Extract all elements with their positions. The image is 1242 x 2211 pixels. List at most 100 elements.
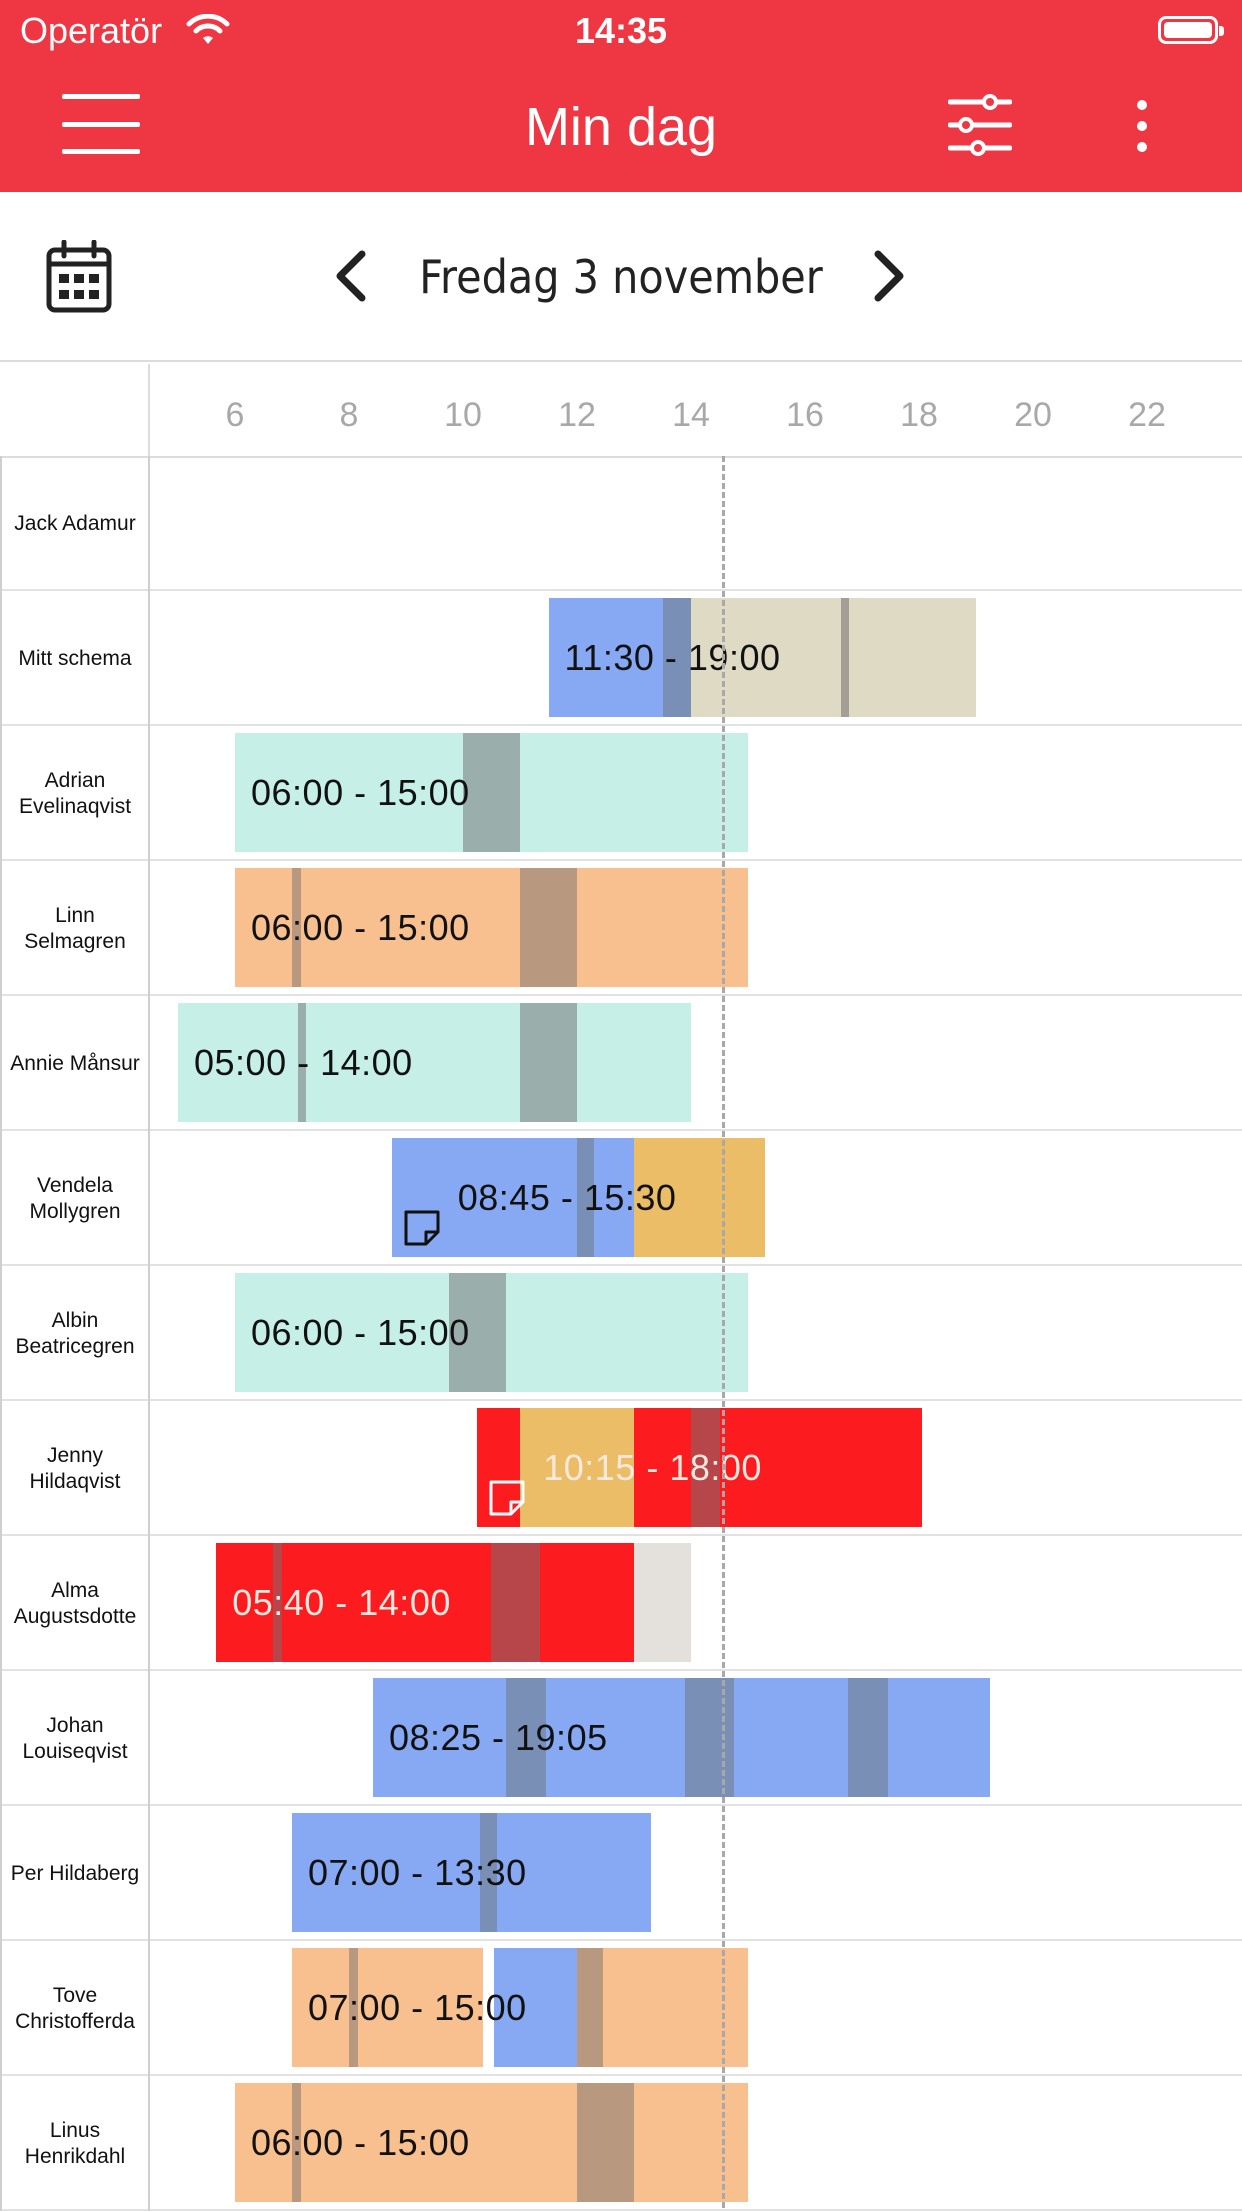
employee-name: Per Hildaberg <box>0 1806 150 1941</box>
break-segment <box>520 868 577 987</box>
shift-segment <box>662 598 976 717</box>
employee-name: Adrian Evelinaqvist <box>0 726 150 861</box>
break-segment <box>292 2083 301 2202</box>
app-header: Operatör 14:35 Min dag <box>0 0 1242 192</box>
break-segment <box>297 1003 307 1122</box>
shift-bar[interactable]: 06:00 - 15:00 <box>235 733 748 852</box>
break-segment <box>577 2083 634 2202</box>
shift-bar[interactable]: 08:45 - 15:30 <box>391 1138 766 1257</box>
break-segment <box>292 868 301 987</box>
schedule-row[interactable]: Per Hildaberg 07:00 - 13:30 <box>0 1806 1242 1941</box>
note-icon[interactable] <box>402 1208 442 1248</box>
schedule-row[interactable]: Vendela Mollygren 08:45 - 15:30 <box>0 1131 1242 1266</box>
note-icon[interactable] <box>487 1478 527 1518</box>
break-segment <box>491 1543 540 1662</box>
schedule-row[interactable]: Linn Selmagren 06:00 - 15:00 <box>0 861 1242 996</box>
break-segment <box>480 1813 498 1932</box>
axis-tick: 6 <box>225 396 245 434</box>
shift-bar[interactable]: 05:40 - 14:00 <box>216 1543 691 1662</box>
shift-time-label: 07:00 - 13:30 <box>308 1851 527 1893</box>
shift-segment <box>216 1543 634 1662</box>
employee-name: Albin Beatricegren <box>0 1266 150 1401</box>
shift-bar[interactable]: 11:30 - 19:00 <box>548 598 976 717</box>
more-vertical-icon[interactable] <box>1124 96 1158 156</box>
shift-time-label: 05:00 - 14:00 <box>194 1041 413 1083</box>
status-time: 14:35 <box>574 10 668 51</box>
shift-time-label: 08:25 - 19:05 <box>388 1716 608 1758</box>
time-axis <box>0 364 1242 458</box>
shift-segment <box>235 868 748 987</box>
axis-name-column <box>0 364 150 456</box>
shift-bar[interactable]: 08:25 - 19:05 <box>372 1678 991 1797</box>
shift-time-label: 05:40 - 14:00 <box>232 1581 451 1623</box>
axis-tick: 10 <box>444 396 482 434</box>
axis-tick: 16 <box>786 396 824 434</box>
calendar-icon[interactable] <box>46 240 112 314</box>
shift-bar[interactable]: 06:00 - 15:00 <box>235 1273 748 1392</box>
shift-bar[interactable]: 06:00 - 15:00 <box>235 2083 748 2202</box>
employee-name: Johan Louiseqvist <box>0 1671 150 1806</box>
shift-bar[interactable]: 10:15 - 18:00 <box>477 1408 922 1527</box>
shift-segment <box>235 2083 748 2202</box>
shift-bar[interactable]: 06:00 - 15:00 <box>235 868 748 987</box>
shift-segment <box>292 1948 483 2067</box>
break-segment <box>662 598 691 717</box>
schedule-row[interactable]: Annie Månsur 05:00 - 14:00 <box>0 996 1242 1131</box>
employee-name: Mitt schema <box>0 591 150 726</box>
break-segment <box>520 1003 577 1122</box>
schedule-row[interactable]: Alma Augustsdotte 05:40 - 14:00 <box>0 1536 1242 1671</box>
shift-segment <box>477 1408 520 1527</box>
shift-time-label: 07:00 - 15:00 <box>308 1986 527 2028</box>
schedule-row[interactable]: Jack Adamur <box>0 456 1242 591</box>
schedule-row[interactable]: Adrian Evelinaqvist 06:00 - 15:00 <box>0 726 1242 861</box>
chevron-right-icon[interactable] <box>870 248 910 304</box>
axis-tick: 14 <box>672 396 710 434</box>
shift-segment <box>634 1138 766 1257</box>
shift-segment <box>577 1948 748 2067</box>
shift-bar[interactable]: 07:00 - 13:30 <box>292 1813 652 1932</box>
break-segment <box>273 1543 282 1662</box>
wifi-icon <box>186 14 230 44</box>
schedule-row[interactable]: Albin Beatricegren 06:00 - 15:00 <box>0 1266 1242 1401</box>
employee-name: Jack Adamur <box>0 456 150 591</box>
shift-segment <box>548 598 663 717</box>
hamburger-icon[interactable] <box>62 94 140 154</box>
shift-segment <box>292 1813 652 1932</box>
break-segment <box>349 1948 358 2067</box>
date-label[interactable]: Fredag 3 november <box>419 250 823 304</box>
axis-tick: 18 <box>900 396 938 434</box>
shift-segment <box>178 1003 691 1122</box>
carrier-label: Operatör <box>20 10 163 51</box>
axis-tick: 22 <box>1128 396 1166 434</box>
break-segment <box>840 598 850 717</box>
employee-name: Linus Henrikdahl <box>0 2076 150 2211</box>
employee-name: Annie Månsur <box>0 996 150 1131</box>
chevron-left-icon[interactable] <box>330 248 370 304</box>
sliders-icon[interactable] <box>948 94 1012 156</box>
shift-bar[interactable]: 07:00 - 15:00 <box>292 1948 748 2067</box>
shift-time-label: 06:00 - 15:00 <box>251 771 470 813</box>
shift-time-label: 06:00 - 15:00 <box>251 906 470 948</box>
break-segment <box>685 1678 734 1797</box>
current-time-line <box>722 456 725 2208</box>
break-segment <box>505 1678 546 1797</box>
schedule-row[interactable]: Tove Christofferda 07:00 - 15:00 <box>0 1941 1242 2076</box>
shift-time-label: 06:00 - 15:00 <box>251 1311 470 1353</box>
break-segment <box>463 733 520 852</box>
shift-time-label: 06:00 - 15:00 <box>251 2121 470 2163</box>
schedule-row[interactable]: Linus Henrikdahl 06:00 - 15:00 <box>0 2076 1242 2211</box>
schedule-row[interactable]: Mitt schema 11:30 - 19:00 <box>0 591 1242 726</box>
schedule-row[interactable]: Jenny Hildaqvist 10:15 - 18:00 <box>0 1401 1242 1536</box>
shift-time-label: 10:15 - 18:00 <box>543 1446 762 1488</box>
shift-segment <box>633 1543 691 1662</box>
employee-name: Linn Selmagren <box>0 861 150 996</box>
date-navigation <box>0 192 1242 362</box>
break-segment <box>577 1948 603 2067</box>
schedule-row[interactable]: Johan Louiseqvist 08:25 - 19:05 <box>0 1671 1242 1806</box>
break-segment <box>847 1678 888 1797</box>
break-segment <box>691 1408 720 1527</box>
employee-name: Alma Augustsdotte <box>0 1536 150 1671</box>
page-title: Min dag <box>524 97 718 157</box>
shift-bar[interactable]: 05:00 - 14:00 <box>178 1003 691 1122</box>
battery-icon <box>1158 16 1224 44</box>
